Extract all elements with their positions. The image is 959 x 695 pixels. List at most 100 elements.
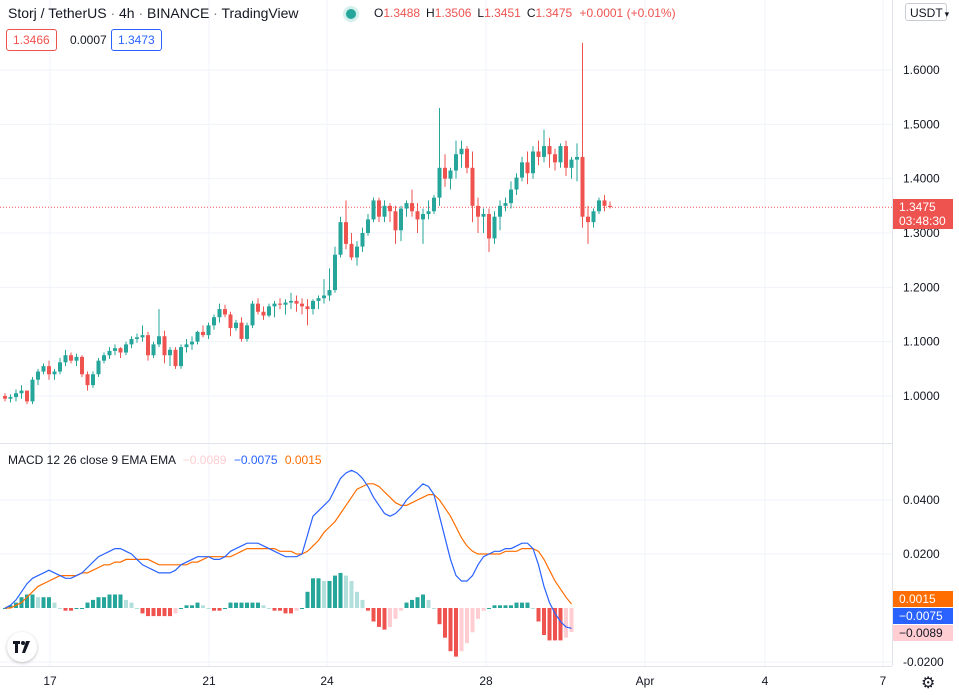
time-axis-label: 7 <box>880 674 887 688</box>
macd-histogram-bar <box>410 599 414 608</box>
candle-body <box>333 254 337 291</box>
symbol-title[interactable]: Storj / TetherUS · 4h · BINANCE · Tradin… <box>8 5 299 21</box>
macd-axis-label: 0.0200 <box>903 547 940 561</box>
macd-histogram-bar <box>250 602 255 608</box>
title-separator: · <box>213 5 218 21</box>
candle-body <box>311 300 315 310</box>
macd-histogram-bar <box>514 602 519 608</box>
candle-body <box>217 309 222 318</box>
candle-body <box>140 335 145 338</box>
currency-label: USDT <box>910 6 943 20</box>
candle-body <box>443 167 447 179</box>
macd-legend[interactable]: MACD 12 26 close 9 EMA EMA −0.0089 −0.00… <box>8 453 322 467</box>
candle-body <box>168 349 172 356</box>
macd-histogram-bar <box>278 608 282 611</box>
ohlc-label: C <box>526 6 536 20</box>
candle-body <box>459 148 464 155</box>
macd-histogram-bar <box>520 602 524 608</box>
macd-histogram-bar <box>201 605 205 608</box>
candle-body <box>267 306 271 316</box>
macd-histogram-bar <box>52 602 57 608</box>
macd-histogram-bar <box>36 597 40 608</box>
macd-histogram-bar <box>503 605 508 608</box>
macd-histogram-bar <box>542 608 546 635</box>
candle-body <box>212 317 216 326</box>
macd-histogram-bar <box>569 608 574 633</box>
title-separator: · <box>110 5 116 21</box>
macd-histogram-bar <box>432 608 436 609</box>
tradingview-logo-icon[interactable] <box>7 632 37 662</box>
price-axis-label: 1.3000 <box>903 226 940 240</box>
candle-body <box>525 162 530 174</box>
ask-price-box[interactable]: 1.3473 <box>111 29 162 51</box>
macd-histogram-bar <box>316 578 321 608</box>
candle-body <box>124 344 128 353</box>
macd-axis-label: 0.0400 <box>903 493 940 507</box>
candle-body <box>272 303 277 307</box>
price-axis-label: 1.4000 <box>903 172 940 186</box>
time-axis-label: 17 <box>43 674 57 688</box>
candle-body <box>514 177 519 190</box>
candle-body <box>498 205 502 217</box>
candle-body <box>366 219 370 233</box>
candle-body <box>294 300 299 304</box>
macd-histogram-bar <box>492 605 497 608</box>
candle-body <box>410 203 414 212</box>
candle-body <box>25 390 29 402</box>
candle-body <box>553 154 557 163</box>
candle-body <box>454 154 458 171</box>
macd-histogram-bar <box>74 608 79 609</box>
macd-histogram-bar <box>118 594 123 608</box>
macd-histogram-bar <box>349 581 354 608</box>
macd-signal-line <box>5 483 572 609</box>
macd-histogram-bar <box>525 602 530 608</box>
market-open-icon[interactable] <box>343 6 359 22</box>
macd-histogram-bar <box>140 608 145 614</box>
macd-histogram-bar <box>80 608 84 609</box>
candle-body <box>85 374 90 386</box>
macd-histogram-bar <box>63 608 68 611</box>
macd-histogram-bar <box>399 608 403 611</box>
macd-histogram-bar <box>421 594 425 608</box>
candle-body <box>256 303 260 312</box>
price-axis-label: 1.6000 <box>903 63 940 77</box>
bid-price-box[interactable]: 1.3466 <box>6 29 57 51</box>
candle-body <box>586 216 590 223</box>
signal-price-tag: 0.0015 <box>893 591 953 607</box>
candle-body <box>448 170 453 179</box>
gear-icon[interactable]: ⚙ <box>921 675 936 692</box>
last-price-value: 1.3475 <box>899 200 936 214</box>
time-axis-label: Apr <box>636 674 655 688</box>
macd-histogram-bar <box>41 597 46 608</box>
candle-body <box>118 348 123 353</box>
currency-dropdown[interactable]: USDT ▾ <box>905 3 949 21</box>
candle-body <box>465 148 469 168</box>
candle-body <box>157 336 161 345</box>
macd-histogram-bar <box>547 608 552 641</box>
macd-histogram-bar <box>30 594 35 608</box>
price-axis-label: 1.1000 <box>903 335 940 349</box>
candle-body <box>602 200 607 206</box>
macd-histogram-bar <box>25 594 29 608</box>
candle-body <box>135 337 139 339</box>
macd-axis-label: -0.0200 <box>903 655 944 669</box>
macd-histogram-bar <box>96 597 101 608</box>
candle-body <box>30 379 35 402</box>
macd-histogram-bar <box>470 608 475 633</box>
macd-histogram-bar <box>179 608 183 609</box>
candle-body <box>591 211 596 223</box>
macd-histogram-bar <box>245 602 249 608</box>
candle-body <box>245 325 249 339</box>
macd-histogram-bar <box>206 608 211 609</box>
macd-histogram-bar <box>437 608 442 625</box>
candle-body <box>107 350 112 356</box>
macd-histogram-bar <box>360 599 365 608</box>
macd-histogram-bar <box>443 608 447 638</box>
candle-body <box>278 303 282 305</box>
candle-body <box>102 355 106 361</box>
candle-body <box>542 146 546 157</box>
macd-histogram-bar <box>102 597 106 608</box>
candle-body <box>113 348 117 351</box>
candle-body <box>206 325 211 336</box>
